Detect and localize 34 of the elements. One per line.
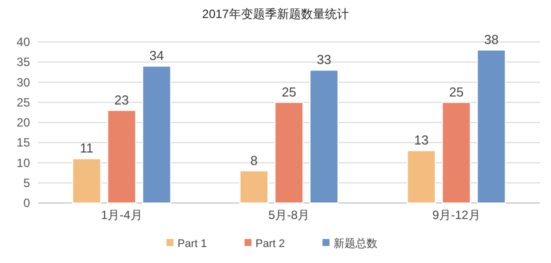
x-tick-label: 9月-12月 — [432, 208, 480, 222]
data-label: 38 — [484, 32, 499, 48]
data-label: 34 — [149, 48, 164, 64]
bar — [406, 150, 436, 204]
x-tick-label: 1月-4月 — [100, 208, 142, 222]
data-label: 11 — [80, 140, 94, 156]
bar — [142, 66, 172, 204]
bar — [310, 70, 338, 204]
bar — [476, 50, 506, 204]
legend-label: 新题总数 — [334, 237, 378, 250]
legend-label: Part 2 — [256, 238, 285, 250]
data-label: 13 — [414, 132, 429, 148]
data-label: 33 — [316, 52, 332, 68]
legend-label: Part 1 — [178, 238, 207, 250]
data-label: 25 — [282, 84, 296, 100]
data-label: 8 — [250, 152, 258, 168]
bar — [274, 102, 304, 204]
bar — [107, 110, 136, 204]
chart-title: 2017年变题季新题数量统计 — [202, 7, 349, 21]
y-tick-label: 25 — [16, 95, 30, 110]
y-tick-label: 35 — [16, 55, 30, 70]
x-tick-label: 5月-8月 — [268, 208, 310, 222]
y-tick-label: 15 — [16, 136, 30, 150]
y-tick-label: 20 — [16, 116, 30, 130]
y-tick-label: 30 — [16, 75, 30, 90]
y-tick-label: 0 — [23, 196, 30, 210]
data-label: 23 — [114, 92, 129, 108]
y-tick-label: 40 — [16, 35, 30, 49]
bar — [442, 102, 471, 204]
y-tick-label: 5 — [23, 176, 30, 190]
y-tick-label: 10 — [16, 156, 30, 170]
data-label: 25 — [449, 84, 464, 100]
bar — [72, 158, 102, 204]
bar — [240, 170, 268, 204]
